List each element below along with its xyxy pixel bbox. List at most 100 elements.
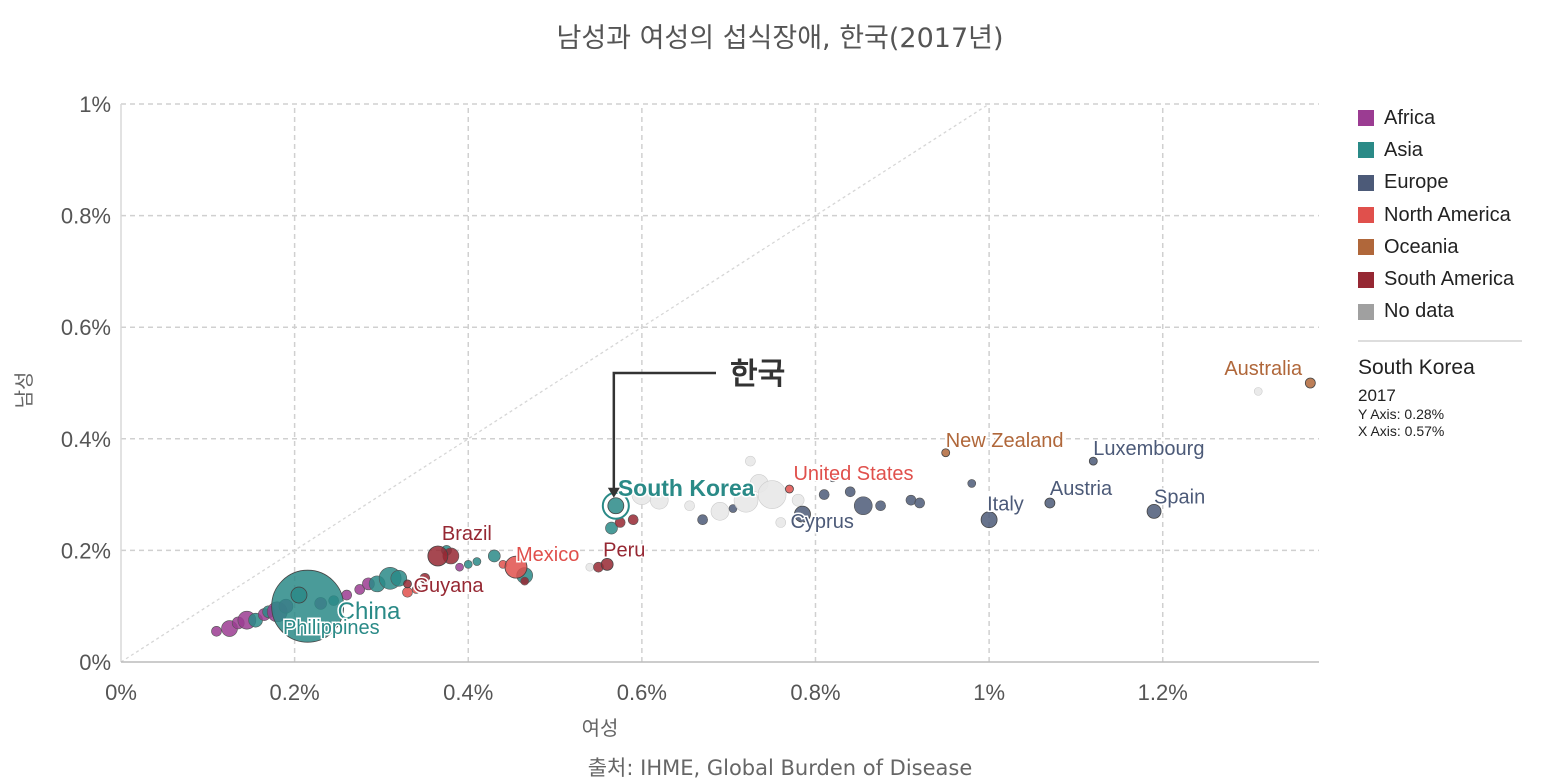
legend-item-south-america[interactable]: South America: [1358, 263, 1548, 295]
legend-item-oceania[interactable]: Oceania: [1358, 231, 1548, 263]
x-tick-label: 0%: [105, 680, 137, 705]
data-point[interactable]: [402, 586, 413, 598]
data-point[interactable]: [472, 557, 482, 566]
chart-title: 남성과 여성의 섭식장애, 한국(2017년): [556, 23, 1004, 54]
legend-item-europe[interactable]: Europe: [1358, 167, 1548, 199]
data-point[interactable]: [684, 500, 695, 512]
legend-item-africa[interactable]: Africa: [1358, 102, 1548, 134]
point-label-united-states: United States: [793, 463, 913, 485]
x-tick-label: 0.2%: [270, 680, 320, 705]
data-point[interactable]: [627, 514, 639, 526]
y-tick-label: 0.8%: [61, 204, 111, 229]
data-point[interactable]: [487, 549, 501, 563]
data-point-new-zealand[interactable]: [941, 448, 951, 458]
data-point[interactable]: [1253, 387, 1263, 396]
data-point[interactable]: [818, 489, 830, 500]
data-point[interactable]: [520, 576, 529, 586]
point-label-austria: Austria: [1050, 478, 1113, 500]
data-point-austria[interactable]: [1044, 497, 1056, 509]
data-point[interactable]: [605, 521, 618, 535]
legend-label: Asia: [1384, 138, 1423, 161]
x-tick-label: 0.4%: [443, 680, 493, 705]
legend-label: North America: [1384, 203, 1511, 226]
y-tick-label: 0.4%: [61, 427, 111, 452]
legend-item-north-america[interactable]: North America: [1358, 199, 1548, 231]
data-point[interactable]: [853, 496, 873, 516]
legend-item-asia[interactable]: Asia: [1358, 134, 1548, 166]
legend-swatch: [1358, 207, 1374, 224]
data-point-south-korea[interactable]: [607, 497, 625, 515]
data-point[interactable]: [649, 490, 669, 510]
data-point[interactable]: [463, 560, 473, 569]
legend-swatch: [1358, 174, 1374, 191]
annotation-arrow-head: [607, 487, 620, 498]
data-point[interactable]: [875, 500, 886, 512]
info-year: 2017: [1358, 386, 1396, 406]
data-point[interactable]: [211, 626, 222, 637]
data-point[interactable]: [733, 487, 759, 513]
data-point[interactable]: [697, 514, 708, 526]
data-point[interactable]: [354, 584, 366, 595]
point-label-peru: Peru: [603, 539, 645, 561]
data-point-united-states[interactable]: [785, 484, 794, 494]
data-point-guyana[interactable]: [403, 579, 412, 589]
point-label-mexico: Mexico: [516, 544, 579, 566]
data-points: [211, 377, 1316, 643]
y-tick-label: 1%: [79, 92, 111, 117]
data-point[interactable]: [411, 585, 421, 594]
legend-item-no-data[interactable]: No data: [1358, 296, 1548, 328]
data-point[interactable]: [828, 473, 838, 483]
y-tick-label: 0%: [79, 650, 111, 675]
legend-swatch: [1358, 239, 1374, 256]
data-point[interactable]: [775, 517, 787, 528]
info-country: South Korea: [1358, 356, 1475, 380]
y-tick-label: 0.6%: [61, 315, 111, 340]
data-point[interactable]: [585, 562, 595, 572]
info-y-axis: Y Axis: 0.28%: [1358, 406, 1445, 423]
data-point[interactable]: [455, 562, 464, 572]
data-point-australia[interactable]: [1304, 377, 1316, 389]
data-point[interactable]: [844, 486, 856, 498]
point-label-luxembourg: Luxembourg: [1093, 438, 1204, 460]
data-point-luxembourg[interactable]: [1088, 456, 1098, 466]
y-tick-label: 0.2%: [61, 538, 111, 563]
data-point-peru[interactable]: [600, 557, 614, 571]
x-tick-label: 0.6%: [617, 680, 667, 705]
x-tick-label: 1%: [973, 680, 1005, 705]
data-point[interactable]: [967, 479, 977, 488]
data-point-spain[interactable]: [1146, 503, 1162, 519]
data-point-philippines[interactable]: [290, 586, 308, 604]
data-point[interactable]: [390, 569, 408, 587]
x-axis-title: 여성: [582, 716, 619, 740]
data-point-mexico[interactable]: [504, 555, 528, 579]
data-point[interactable]: [914, 497, 925, 509]
data-point-italy[interactable]: [980, 511, 998, 529]
legend-swatch: [1358, 142, 1374, 159]
data-point-cyprus[interactable]: [794, 505, 811, 523]
data-point[interactable]: [728, 504, 738, 513]
legend-label: Europe: [1384, 171, 1449, 194]
point-label-new-zealand: New Zealand: [946, 430, 1064, 452]
diagonal-reference-line: [120, 103, 990, 663]
point-label-south-korea: South Korea: [618, 475, 755, 501]
source-note: 출처: IHME, Global Burden of Disease: [587, 756, 973, 780]
data-point-brazil[interactable]: [427, 545, 449, 567]
legend: Africa Asia Europe North America Oceania Sout…: [1358, 102, 1548, 440]
legend-swatch: [1358, 303, 1374, 320]
data-point[interactable]: [745, 455, 756, 467]
info-x-axis: X Axis: 0.57%: [1358, 423, 1445, 440]
point-label-china: China: [338, 598, 401, 625]
data-point[interactable]: [710, 502, 730, 521]
x-tick-label: 0.8%: [790, 680, 840, 705]
legend-label: Africa: [1384, 106, 1436, 129]
data-point-china[interactable]: [271, 569, 345, 643]
data-point[interactable]: [419, 572, 431, 584]
annotation-label: 한국: [730, 357, 785, 392]
data-point[interactable]: [757, 480, 787, 509]
legend-label: Oceania: [1384, 235, 1459, 258]
point-label-philippines: Philippines: [283, 617, 380, 639]
legend-label: No data: [1384, 300, 1455, 323]
data-point[interactable]: [791, 493, 805, 507]
